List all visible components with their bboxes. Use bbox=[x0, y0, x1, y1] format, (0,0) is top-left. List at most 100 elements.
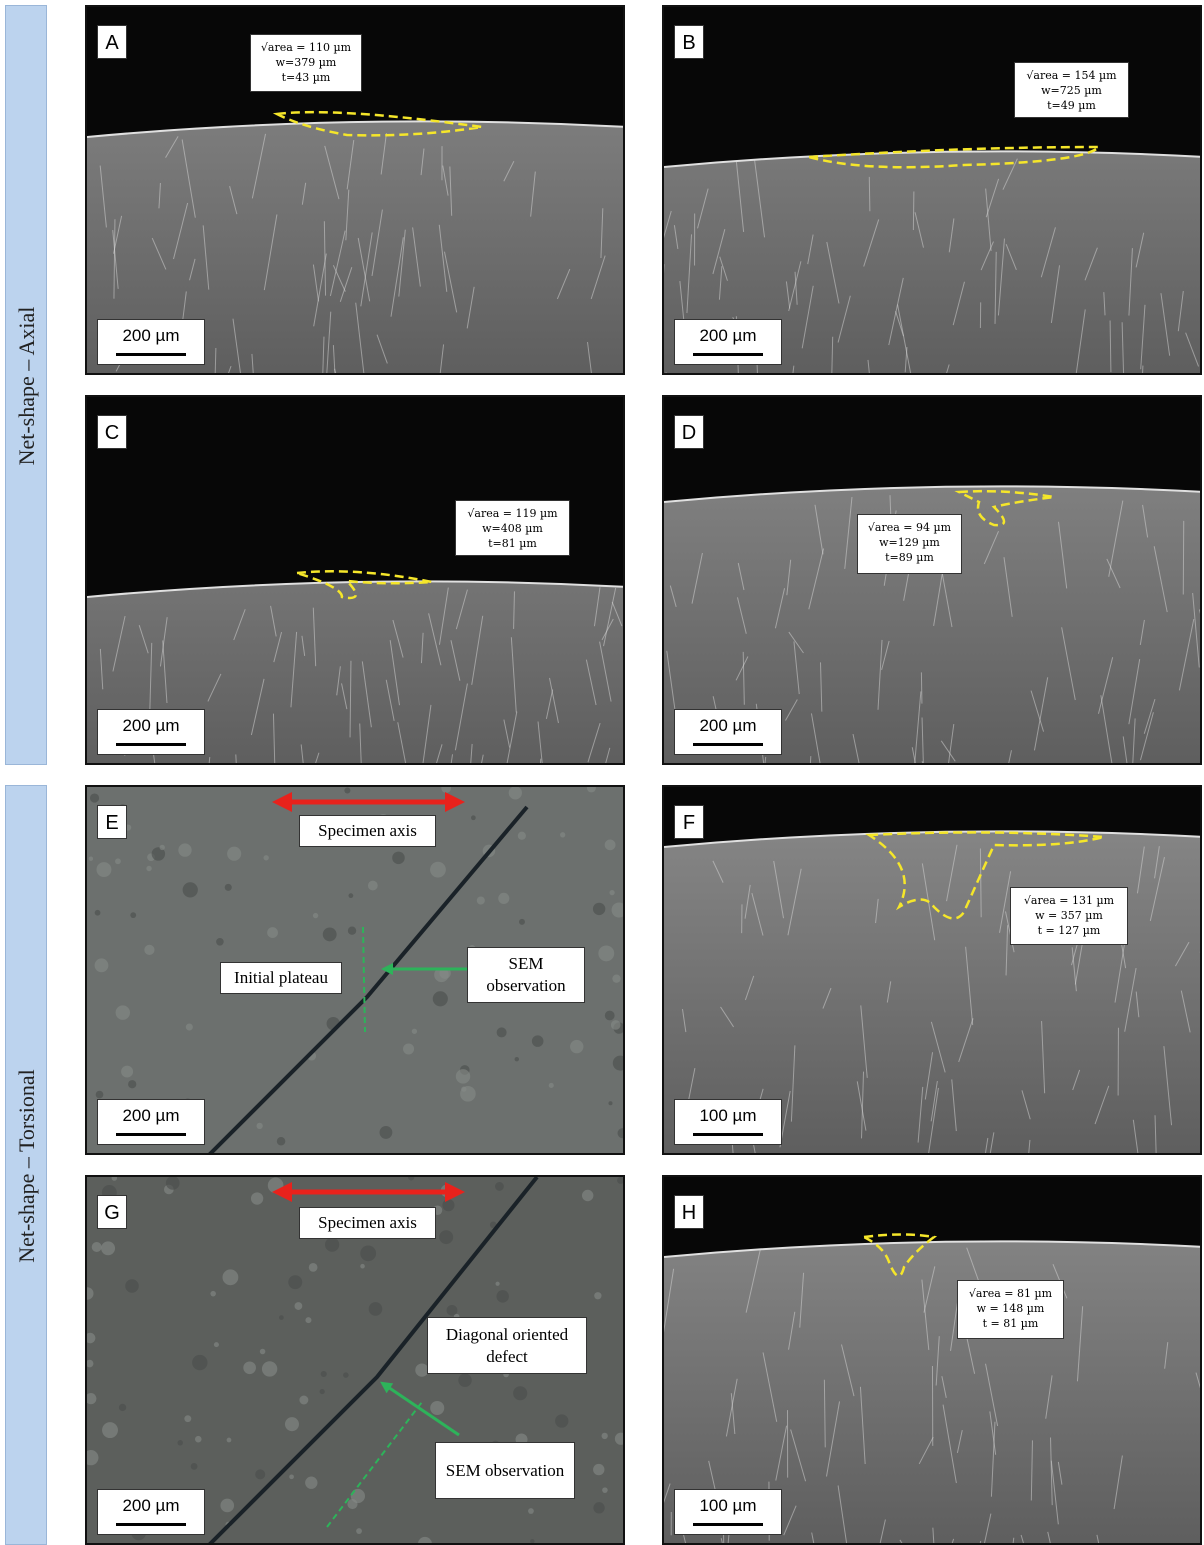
texture bbox=[216, 938, 224, 946]
texture bbox=[601, 1433, 607, 1439]
texture bbox=[95, 958, 109, 972]
texture bbox=[458, 1374, 471, 1387]
annotation-line: w=379 µm bbox=[251, 55, 361, 70]
texture bbox=[617, 1177, 624, 1184]
scale-bar: 200 µm bbox=[97, 319, 205, 365]
scale-bar-label: 200 µm bbox=[122, 716, 179, 735]
panel: √area = 131 µmw = 357 µmt = 127 µm F 100 µ… bbox=[662, 785, 1202, 1155]
defect-annotation: √area = 119 µmw=408 µmt=81 µm bbox=[455, 500, 570, 556]
scale-bar-line bbox=[693, 1133, 763, 1136]
texture bbox=[225, 884, 232, 891]
panel-letter: E bbox=[97, 805, 127, 839]
panel-letter: A bbox=[97, 25, 127, 59]
texture bbox=[593, 1464, 604, 1475]
texture bbox=[433, 991, 448, 1006]
texture bbox=[305, 1477, 317, 1489]
texture bbox=[598, 945, 614, 961]
scale-bar-label: 200 µm bbox=[699, 716, 756, 735]
texture bbox=[251, 1192, 263, 1204]
texture bbox=[95, 910, 101, 916]
background-vacuum bbox=[87, 397, 625, 597]
row-group-label: Net-shape – Torsional bbox=[14, 1069, 39, 1263]
texture bbox=[348, 927, 356, 935]
texture bbox=[183, 882, 198, 897]
texture bbox=[279, 1315, 284, 1320]
annotation-line: √area = 131 µm bbox=[1011, 893, 1127, 908]
texture bbox=[192, 1355, 207, 1370]
annotation-line: w=725 µm bbox=[1015, 83, 1128, 98]
panel: √area = 119 µmw=408 µmt=81 µmC200 µm bbox=[85, 395, 625, 765]
texture bbox=[227, 847, 241, 861]
callout-label: Diagonal oriented defect bbox=[427, 1317, 587, 1374]
callout-label: Specimen axis bbox=[299, 815, 436, 847]
scale-bar-label: 200 µm bbox=[122, 1496, 179, 1515]
row-group-svg: Net-shape – Axial bbox=[6, 6, 48, 766]
panel: Specimen axisDiagonal oriented defectSEM… bbox=[85, 1175, 625, 1545]
texture bbox=[262, 1361, 277, 1376]
panel: √area = 110 µmw=379 µmt=43 µm A 200 µm bbox=[85, 5, 625, 375]
panel-letter: F bbox=[674, 805, 704, 839]
panel-letter: G bbox=[97, 1195, 127, 1229]
annotation-line: √area = 154 µm bbox=[1015, 68, 1128, 83]
texture bbox=[608, 764, 615, 765]
texture bbox=[210, 1291, 216, 1297]
texture bbox=[289, 1474, 294, 1479]
annotation-line: t=89 µm bbox=[858, 550, 961, 565]
texture bbox=[90, 793, 99, 802]
texture bbox=[495, 1182, 504, 1191]
texture bbox=[477, 896, 485, 904]
panel-letter: B bbox=[674, 25, 704, 59]
texture bbox=[184, 1415, 191, 1422]
texture bbox=[403, 1043, 414, 1054]
texture bbox=[178, 843, 191, 856]
texture bbox=[921, 672, 922, 703]
texture bbox=[498, 893, 509, 904]
annotation-line: w=408 µm bbox=[456, 521, 569, 536]
texture bbox=[220, 1499, 234, 1513]
texture bbox=[146, 866, 151, 871]
texture bbox=[116, 1005, 130, 1019]
annotation-line: t = 127 µm bbox=[1011, 923, 1127, 938]
texture bbox=[869, 177, 870, 211]
texture bbox=[582, 1190, 593, 1201]
scale-bar-label: 100 µm bbox=[699, 1106, 756, 1125]
texture bbox=[130, 912, 136, 918]
texture bbox=[368, 881, 378, 891]
texture bbox=[513, 1386, 527, 1400]
texture bbox=[285, 1417, 299, 1431]
texture bbox=[515, 1057, 519, 1061]
texture bbox=[160, 845, 165, 850]
texture bbox=[535, 764, 543, 765]
defect-annotation: √area = 110 µmw=379 µmt=43 µm bbox=[250, 34, 362, 92]
texture bbox=[294, 1302, 302, 1310]
texture bbox=[605, 1011, 615, 1021]
texture bbox=[344, 787, 350, 793]
texture bbox=[570, 1040, 583, 1053]
texture bbox=[277, 1137, 285, 1145]
texture bbox=[518, 832, 526, 840]
callout-label: Specimen axis bbox=[299, 1207, 436, 1239]
texture bbox=[263, 855, 268, 860]
scale-bar: 200 µm bbox=[674, 709, 782, 755]
callout-label: Initial plateau bbox=[220, 962, 342, 994]
texture bbox=[369, 1302, 383, 1316]
scale-bar-line bbox=[693, 743, 763, 746]
scale-bar-label: 100 µm bbox=[699, 1496, 756, 1515]
annotation-line: w=129 µm bbox=[858, 535, 961, 550]
row-group: Net-shape – Axial bbox=[5, 5, 47, 765]
texture bbox=[178, 1440, 183, 1445]
texture bbox=[593, 1502, 604, 1513]
scale-bar-line bbox=[116, 1523, 186, 1526]
annotation-line: √area = 81 µm bbox=[958, 1286, 1063, 1301]
texture bbox=[268, 1178, 284, 1194]
texture bbox=[430, 862, 446, 878]
scale-bar: 200 µm bbox=[97, 1489, 205, 1535]
texture bbox=[560, 832, 565, 837]
texture bbox=[325, 1237, 339, 1251]
defect-annotation: √area = 94 µmw=129 µmt=89 µm bbox=[857, 514, 962, 574]
annotation-line: w = 148 µm bbox=[958, 1301, 1063, 1316]
texture bbox=[191, 1463, 198, 1470]
texture bbox=[442, 1199, 454, 1211]
